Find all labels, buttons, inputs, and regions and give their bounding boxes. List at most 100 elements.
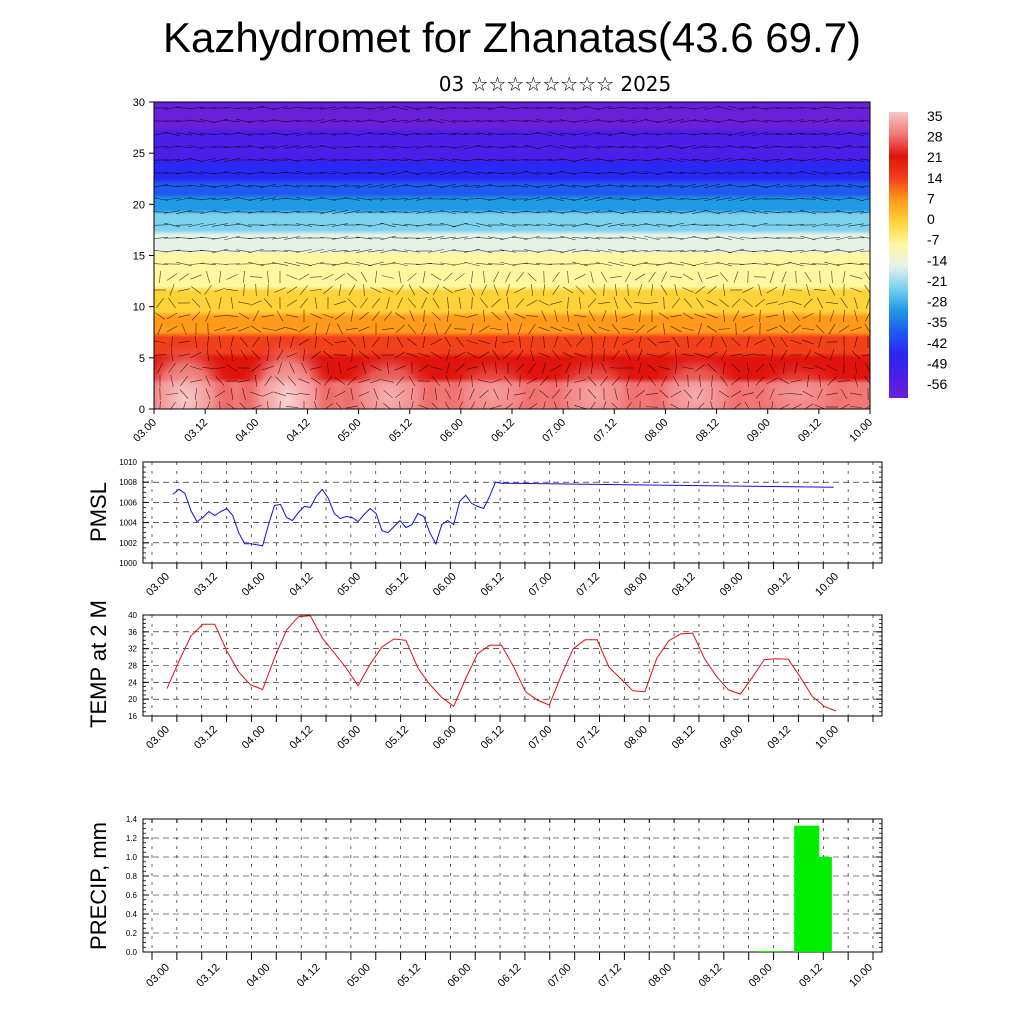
wind-arrow: [225, 315, 239, 317]
pmsl-x-tick-label: 05.00: [335, 571, 363, 599]
wind-arrow: [298, 325, 310, 333]
wind-arrow: [658, 352, 670, 358]
wind-arrow: [452, 132, 468, 136]
wind-arrow: [610, 275, 622, 279]
wind-arrow: [205, 388, 211, 400]
pmsl-grid: [143, 462, 882, 563]
wind-arrow: [323, 350, 333, 360]
wind-arrow: [554, 310, 558, 322]
wind-arrow: [178, 288, 190, 292]
wind-arrow: [730, 353, 742, 357]
wind-arrow: [491, 298, 501, 308]
wind-arrow: [560, 197, 576, 201]
wind-arrow: [539, 390, 549, 398]
wind-arrow: [572, 119, 588, 123]
wind-arrow: [670, 325, 682, 333]
precip-frame: [142, 818, 883, 953]
temp-x-tick-label: 07.00: [526, 724, 554, 752]
wind-arrow: [350, 388, 354, 400]
wind-arrow: [744, 401, 750, 409]
wind-arrow: [322, 313, 334, 319]
wind-arrow: [802, 390, 814, 398]
wind-arrow: [286, 352, 298, 358]
wind-arrow: [322, 274, 334, 280]
wind-arrow: [860, 211, 870, 214]
wind-arrow: [740, 223, 756, 227]
colorbar-gradient: [889, 112, 908, 398]
precip-x-tick-label: 06.00: [445, 962, 473, 990]
wind-arrow: [836, 132, 852, 136]
wind-arrow: [392, 249, 408, 253]
wind-arrow: [488, 158, 504, 162]
wind-arrow: [560, 210, 576, 214]
wind-arrow: [262, 365, 274, 371]
wind-arrow: [740, 196, 756, 202]
wind-arrow: [356, 119, 372, 123]
wind-arrow: [752, 249, 768, 253]
wind-arrow: [308, 261, 324, 267]
wind-arrow: [320, 106, 336, 110]
wind-arrow: [667, 172, 685, 174]
wind-arrow: [351, 348, 353, 362]
wind-arrow: [360, 297, 368, 309]
wind-arrow: [476, 248, 492, 254]
wind-arrow: [308, 158, 324, 162]
wind-arrow: [548, 249, 564, 253]
wind-arrow: [608, 171, 624, 175]
wind-arrow: [644, 106, 660, 110]
wind-arrow: [775, 133, 793, 135]
wind-arrow: [598, 326, 610, 332]
wind-arrow: [319, 263, 337, 265]
wind-arrow: [733, 271, 739, 283]
wind-arrow: [368, 261, 384, 267]
wind-arrow: [404, 105, 420, 111]
wind-arrow: [811, 263, 829, 265]
wind-arrow: [758, 284, 762, 296]
wind-arrow: [802, 313, 814, 319]
wind-arrow: [802, 339, 814, 345]
wind-arrow: [802, 328, 814, 330]
wind-arrow: [360, 401, 366, 409]
wind-arrow: [662, 323, 666, 335]
wind-arrow: [458, 375, 462, 387]
wind-arrow: [159, 400, 161, 409]
wind-arrow: [660, 284, 668, 296]
wind-arrow: [154, 312, 166, 320]
colorbar-label: 0: [927, 211, 935, 227]
temp-x-tick-label: 07.12: [574, 724, 602, 752]
wind-arrow: [603, 348, 605, 362]
wind-arrow: [154, 211, 169, 213]
wind-arrow: [680, 144, 696, 150]
wind-arrow: [560, 248, 576, 254]
wind-arrow: [637, 284, 643, 296]
wind-arrow: [383, 403, 391, 409]
wind-arrow: [452, 236, 468, 240]
wind-arrow: [584, 158, 600, 162]
wind-arrow: [418, 404, 430, 409]
wind-arrow: [382, 287, 394, 293]
wind-arrow: [771, 401, 774, 409]
wind-arrow: [860, 198, 870, 202]
temp-y-tick-label: 24: [128, 678, 137, 687]
temp-series-line: [166, 615, 837, 712]
wind-arrow: [691, 224, 709, 226]
wind-arrow: [747, 374, 749, 388]
wind-arrow: [860, 158, 870, 161]
wind-arrow: [440, 209, 456, 215]
wind-arrow: [584, 131, 600, 137]
wind-arrow: [860, 263, 870, 265]
wind-arrow: [286, 274, 298, 280]
wind-arrow: [284, 236, 300, 240]
wind-arrow: [383, 389, 393, 399]
wind-arrow: [704, 157, 720, 163]
wind-arrow: [827, 376, 837, 386]
wind-arrow: [238, 379, 250, 383]
heatmap-x-tick-label: 05.00: [336, 417, 364, 445]
wind-arrow: [407, 298, 417, 308]
wind-arrow: [453, 328, 467, 330]
wind-arrow: [362, 362, 366, 374]
pmsl-x-tick-label: 03.00: [144, 571, 172, 599]
wind-arrow: [394, 365, 406, 371]
wind-arrow: [812, 184, 828, 188]
wind-arrow: [476, 132, 492, 136]
